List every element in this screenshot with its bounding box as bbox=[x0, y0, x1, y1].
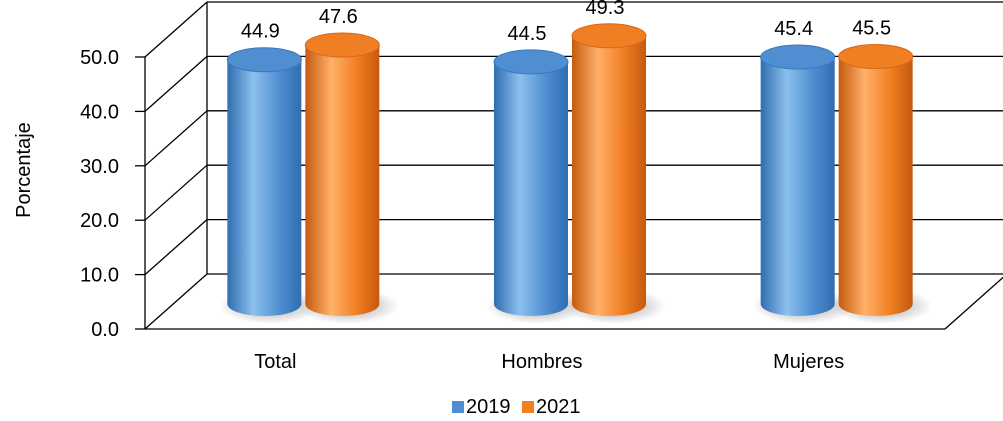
floor-right-edge bbox=[944, 276, 1003, 330]
bar-top-cap bbox=[838, 43, 914, 69]
data-labels: 44.9 47.6 44.5 49.3 45.4 45.5 bbox=[241, 0, 891, 45]
bar-2021-Hombres bbox=[572, 35, 646, 316]
bar-2019-Mujeres bbox=[760, 57, 835, 317]
legend-label: 2019 bbox=[466, 396, 511, 418]
legend: 2019 2021 bbox=[452, 396, 581, 418]
data-label: 47.6 bbox=[319, 6, 358, 28]
bar-2021-Total bbox=[305, 45, 380, 316]
gridline-diagonal bbox=[144, 1, 208, 58]
y-tick-label: 0.0 bbox=[91, 319, 119, 341]
data-label: 49.3 bbox=[586, 0, 625, 19]
x-axis: Total Hombres Mujeres bbox=[254, 351, 844, 373]
bar-top-cap bbox=[493, 49, 569, 75]
y-tick-label: 50.0 bbox=[80, 47, 119, 69]
y-tick-label: 30.0 bbox=[80, 156, 119, 178]
data-label: 45.5 bbox=[852, 17, 891, 39]
gridline-diagonal bbox=[144, 55, 208, 112]
y-axis-label: Porcentaje bbox=[13, 122, 35, 218]
data-label: 44.9 bbox=[241, 21, 280, 43]
gridline-diagonal bbox=[144, 164, 208, 221]
bar-2021-Mujeres bbox=[838, 56, 913, 316]
bars bbox=[219, 23, 933, 324]
x-tick-label: Total bbox=[254, 351, 296, 373]
y-tick-label: 40.0 bbox=[80, 101, 119, 123]
gridline-diagonal bbox=[144, 273, 208, 330]
legend-label: 2021 bbox=[536, 396, 581, 418]
y-axis: 0.0 10.0 20.0 30.0 40.0 50.0 bbox=[80, 47, 146, 341]
y-tick-label: 10.0 bbox=[80, 265, 119, 287]
x-tick-label: Hombres bbox=[501, 351, 582, 373]
bar-top-cap bbox=[760, 44, 836, 70]
legend-swatch-2019 bbox=[452, 401, 464, 413]
bar-top-cap bbox=[304, 32, 380, 58]
bar-top-cap bbox=[226, 47, 302, 73]
data-label: 45.4 bbox=[774, 18, 813, 40]
gridline-diagonal bbox=[144, 110, 208, 167]
x-tick-label: Mujeres bbox=[773, 351, 844, 373]
gridline-diagonal bbox=[144, 219, 208, 276]
bar-top-cap bbox=[571, 23, 647, 49]
legend-swatch-2021 bbox=[522, 401, 534, 413]
y-tick-label: 20.0 bbox=[80, 210, 119, 232]
bar-2019-Total bbox=[227, 59, 302, 317]
bar-2019-Hombres bbox=[494, 61, 568, 316]
data-label: 44.5 bbox=[508, 23, 547, 45]
